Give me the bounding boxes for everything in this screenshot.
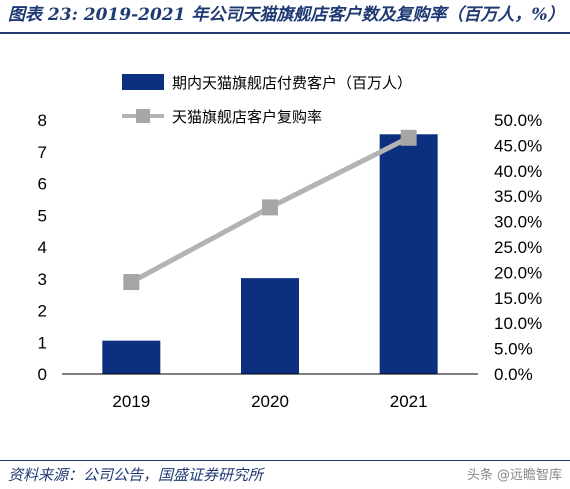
line-point-2019 <box>123 274 140 291</box>
right-tick-label: 10.0% <box>494 314 542 333</box>
line-point-2020 <box>262 199 278 216</box>
bar-series <box>102 134 438 374</box>
line-point-2021 <box>400 129 417 146</box>
bar-2021 <box>379 134 438 374</box>
right-axis: 0.0% 5.0% 10.0% 15.0% 20.0% 25.0% 30.0% 35.0% 40… <box>494 111 542 384</box>
left-tick-label: 7 <box>38 143 47 162</box>
bar-2019 <box>102 340 161 374</box>
watermark: 头条 @远瞻智库 <box>466 468 562 483</box>
source-rule <box>0 460 570 461</box>
right-tick-label: 30.0% <box>494 213 542 232</box>
left-tick-label: 8 <box>38 111 47 130</box>
left-tick-label: 1 <box>38 333 47 352</box>
legend-line-marker <box>136 109 150 123</box>
figure-title: 图表 23: 2019-2021 年公司天猫旗舰店客户数及复购率（百万人，%） <box>8 5 564 25</box>
x-tick-label: 2019 <box>112 392 150 411</box>
x-tick-label: 2021 <box>390 392 428 411</box>
legend-line-label: 天猫旗舰店客户复购率 <box>172 108 322 126</box>
right-tick-label: 45.0% <box>494 136 542 155</box>
right-tick-label: 20.0% <box>494 263 542 282</box>
legend-bar-label: 期内天猫旗舰店付费客户（百万人） <box>172 74 412 92</box>
left-tick-label: 3 <box>38 270 47 289</box>
right-tick-label: 50.0% <box>494 111 542 130</box>
title-rule <box>0 32 570 34</box>
line-series <box>123 129 417 291</box>
left-tick-label: 0 <box>38 365 47 384</box>
right-tick-label: 5.0% <box>494 340 533 359</box>
x-tick-label: 2020 <box>251 392 289 411</box>
left-tick-label: 2 <box>38 302 47 321</box>
legend-bar-swatch <box>122 74 164 90</box>
left-axis: 0 1 2 3 4 5 6 7 8 <box>38 111 47 384</box>
left-tick-label: 5 <box>38 206 47 225</box>
right-tick-label: 0.0% <box>494 365 533 384</box>
left-tick-label: 4 <box>38 238 47 257</box>
bar-2020 <box>241 278 299 374</box>
source-note: 资料来源：公司公告，国盛证券研究所 <box>8 466 264 484</box>
right-tick-label: 15.0% <box>494 289 542 308</box>
right-tick-label: 35.0% <box>494 187 542 206</box>
right-tick-label: 40.0% <box>494 162 542 181</box>
legend: 期内天猫旗舰店付费客户（百万人） 天猫旗舰店客户复购率 <box>122 74 412 126</box>
chart: 0 1 2 3 4 5 6 7 8 0.0% 5.0% 10.0% 15.0% 20.0% 25.0% 30… <box>38 74 542 411</box>
left-tick-label: 6 <box>38 175 47 194</box>
right-tick-label: 25.0% <box>494 238 542 257</box>
x-axis: 2019 2020 2021 <box>112 392 427 411</box>
